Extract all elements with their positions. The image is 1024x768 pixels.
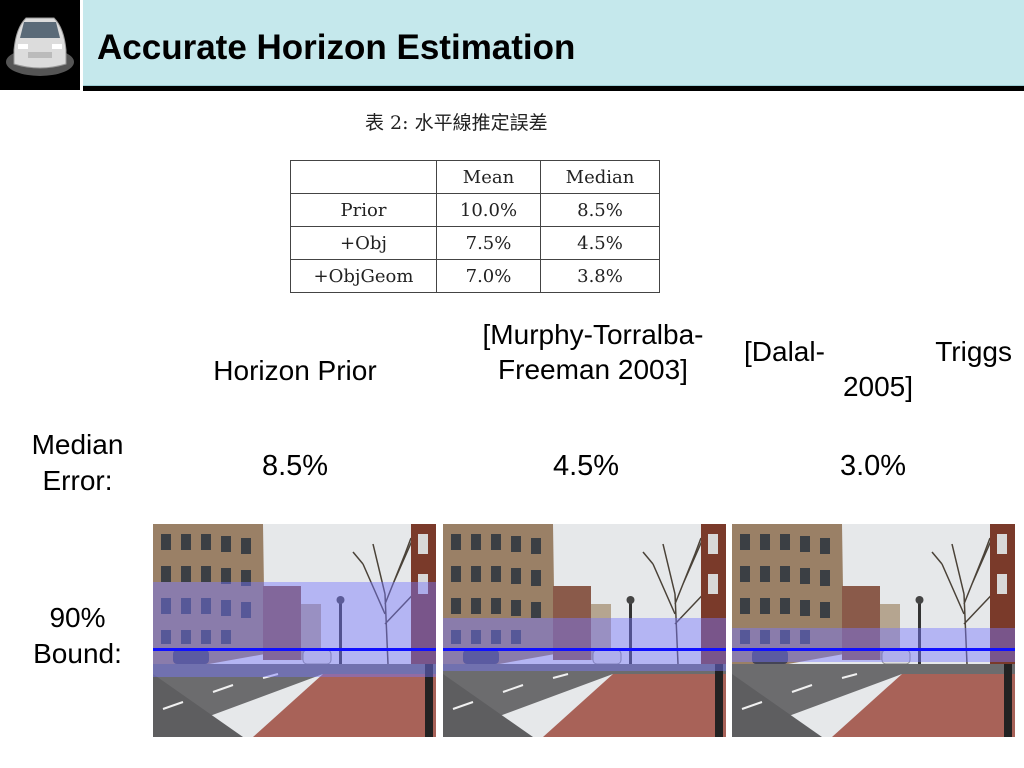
table-cell-mean: 10.0%: [436, 193, 541, 227]
row-label-line: Median: [31, 429, 124, 460]
table-cell-median: 4.5%: [540, 226, 660, 260]
column-header-word: [Dalal-: [744, 336, 825, 367]
horizon-line: [153, 647, 436, 651]
horizon-bound-band: [443, 617, 726, 671]
street-image: [153, 524, 436, 737]
table-cell-mean: 7.0%: [436, 259, 541, 293]
column-header-line: Freeman 2003]: [498, 354, 688, 385]
table-cell-label: Prior: [290, 193, 437, 227]
table-header-cell: [290, 160, 437, 194]
column-header-line: Horizon Prior: [213, 355, 377, 386]
horizon-error-table: Mean Median Prior 10.0% 8.5% +Obj 7.5% 4…: [290, 160, 660, 293]
street-scene: [443, 524, 726, 737]
table-row: +Obj 7.5% 4.5%: [290, 226, 660, 260]
table-header-row: Mean Median: [290, 160, 660, 194]
car-logo-icon: [6, 17, 74, 76]
table-header-cell: Median: [540, 160, 660, 194]
table-cell-label: +Obj: [290, 226, 437, 260]
row-label-bound: 90% Bound:: [10, 600, 145, 672]
street-scene: [153, 524, 436, 737]
logo: [0, 0, 80, 90]
column-header-line: [Dalal- Triggs: [744, 334, 1012, 369]
column-header-line: [Murphy-Torralba-: [482, 319, 704, 350]
table-row: Prior 10.0% 8.5%: [290, 193, 660, 227]
street-image: [443, 524, 726, 737]
header-rule: [83, 86, 1024, 91]
column-header-word: Triggs: [935, 336, 1012, 367]
median-error-value: 3.0%: [839, 450, 907, 482]
row-label-line: 90%: [49, 602, 106, 633]
table-header-cell: Mean: [436, 160, 541, 194]
street-image: [732, 524, 1015, 737]
row-label-median-error: Median Error:: [10, 427, 145, 499]
column-header-horizon-prior: Horizon Prior: [175, 353, 415, 388]
median-error-value: 4.5%: [552, 450, 620, 482]
table-caption: 表 2: 水平線推定誤差: [365, 112, 548, 134]
row-label-line: Bound:: [33, 638, 122, 669]
table-cell-mean: 7.5%: [436, 226, 541, 260]
table-cell-median: 3.8%: [540, 259, 660, 293]
table-row: +ObjGeom 7.0% 3.8%: [290, 259, 660, 293]
column-header-murphy: [Murphy-Torralba- Freeman 2003]: [448, 317, 738, 387]
horizon-bound-band: [153, 581, 436, 678]
horizon-bound-band: [732, 628, 1015, 663]
title-bar: Accurate Horizon Estimation: [83, 0, 1024, 86]
table-cell-label: +ObjGeom: [290, 259, 437, 293]
horizon-line: [443, 647, 726, 651]
horizon-line: [732, 647, 1015, 651]
street-scene: [732, 524, 1015, 737]
row-label-line: Error:: [42, 465, 113, 496]
slide-title: Accurate Horizon Estimation: [97, 28, 576, 67]
table-cell-median: 8.5%: [540, 193, 660, 227]
column-header-line: 2005]: [842, 371, 914, 402]
column-header-dalal: [Dalal- Triggs 2005]: [744, 334, 1012, 404]
median-error-value: 8.5%: [261, 450, 329, 482]
